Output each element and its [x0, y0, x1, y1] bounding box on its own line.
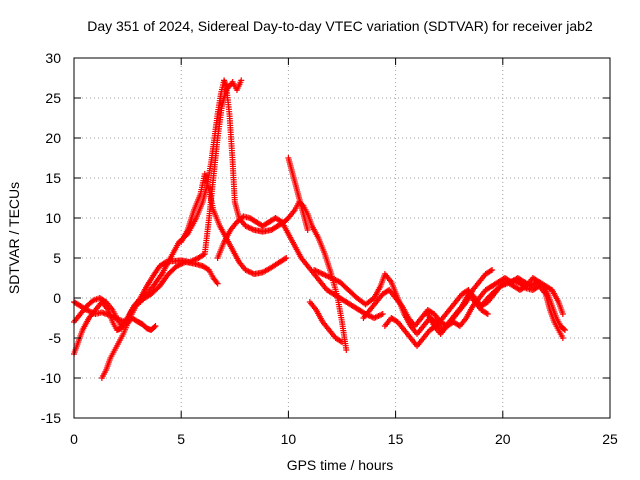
- series-arc-4: [98, 315, 159, 381]
- plot-frame: [73, 57, 611, 419]
- x-axis-label: GPS time / hours: [287, 457, 394, 473]
- data-point-marker: [281, 255, 288, 262]
- data-point-marker: [343, 347, 350, 353]
- x-tick-label: 15: [388, 431, 404, 447]
- y-tick-label: 15: [45, 170, 61, 186]
- y-tick-label: 30: [45, 50, 61, 66]
- y-axis-ticks: -15 -10 -5 0 5 10 15 20 25 30: [41, 50, 610, 426]
- data-point-marker: [238, 77, 245, 84]
- series-arc-5: [178, 171, 290, 277]
- series-arc-6: [214, 213, 386, 321]
- data-point-marker: [161, 259, 168, 266]
- grid-lines: [74, 58, 610, 418]
- x-tick-label: 0: [70, 431, 78, 447]
- data-point-marker: [200, 251, 207, 258]
- data-points: [71, 77, 568, 381]
- data-point-marker: [487, 267, 494, 274]
- data-point-marker: [283, 255, 290, 261]
- data-point-marker: [151, 324, 158, 330]
- series-arc-13: [478, 277, 566, 341]
- series-arc-8: [306, 299, 345, 345]
- y-tick-label: -5: [49, 330, 62, 346]
- data-point-marker: [559, 335, 566, 341]
- y-axis-label: SDTVAR / TECUs: [6, 182, 22, 294]
- y-tick-label: -15: [41, 410, 61, 426]
- data-point-marker: [337, 338, 344, 345]
- x-axis-ticks: 0 5 10 15 20 25: [70, 58, 618, 447]
- data-point-marker: [559, 311, 566, 317]
- data-point-marker: [560, 326, 567, 332]
- x-tick-label: 25: [602, 431, 618, 447]
- x-tick-label: 20: [495, 431, 511, 447]
- data-point-marker: [152, 323, 159, 329]
- y-tick-label: 5: [53, 250, 61, 266]
- data-point-marker: [522, 284, 529, 291]
- y-tick-label: 25: [45, 90, 61, 106]
- data-point-marker: [489, 267, 496, 273]
- data-point-marker: [561, 327, 568, 333]
- y-tick-label: 0: [53, 290, 61, 306]
- y-tick-label: -10: [41, 370, 61, 386]
- data-point-marker: [484, 311, 491, 317]
- y-tick-label: 10: [45, 210, 61, 226]
- x-tick-label: 5: [177, 431, 185, 447]
- data-point-marker: [483, 310, 490, 317]
- data-point-marker: [214, 280, 221, 287]
- data-point-marker: [339, 339, 345, 345]
- data-point-marker: [304, 227, 311, 233]
- x-tick-label: 10: [281, 431, 297, 447]
- y-tick-label: 20: [45, 130, 61, 146]
- chart-title: Day 351 of 2024, Sidereal Day-to-day VTE…: [87, 18, 593, 34]
- series-arc-7: [285, 155, 311, 233]
- data-point-marker: [379, 311, 386, 317]
